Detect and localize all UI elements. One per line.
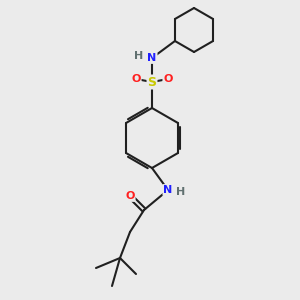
Text: H: H [176, 187, 186, 197]
Text: O: O [125, 191, 135, 201]
Text: S: S [148, 76, 157, 88]
Text: N: N [164, 185, 172, 195]
Text: H: H [134, 51, 144, 61]
Text: O: O [131, 74, 141, 84]
Text: O: O [163, 74, 173, 84]
Text: N: N [147, 53, 157, 63]
